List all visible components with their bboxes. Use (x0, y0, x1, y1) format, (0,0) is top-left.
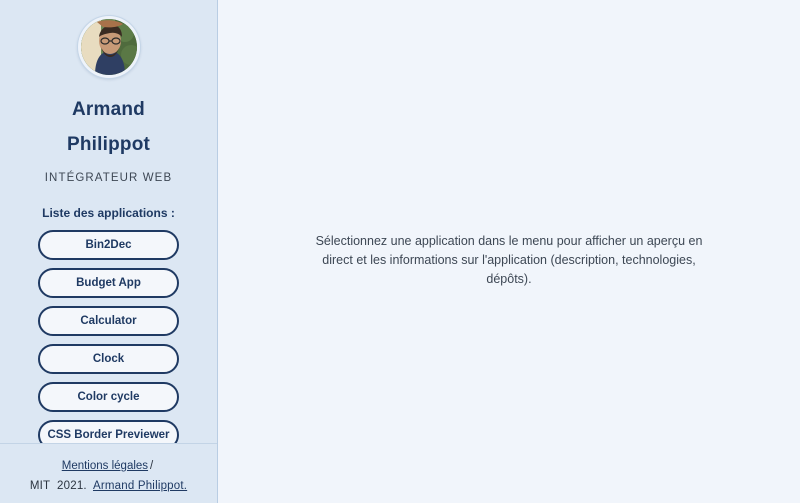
page-title: Armand Philippot (67, 92, 150, 162)
person-name-line1: Armand (72, 99, 145, 120)
person-role: Intégrateur web (44, 172, 173, 184)
app-button-css-border-previewer[interactable]: CSS Border Previewer (38, 420, 179, 443)
person-name-line2: Philippot (66, 134, 151, 155)
list-item: Budget App (0, 268, 217, 298)
sidebar: Armand Philippot Intégrateur web Liste d… (0, 0, 218, 503)
sidebar-scroll-area[interactable]: Armand Philippot Intégrateur web Liste d… (0, 0, 217, 443)
footer-legal-line: Mentions légales / (6, 456, 211, 476)
footer-separator: / (150, 460, 154, 472)
list-item: Color cycle (0, 382, 217, 412)
app-button-budget-app[interactable]: Budget App (38, 268, 179, 298)
footer-license-line: MIT 2021. Armand Philippot. (6, 476, 211, 496)
avatar (77, 16, 140, 78)
app-button-calculator[interactable]: Calculator (38, 306, 179, 336)
main-content: Sélectionnez une application dans le men… (218, 0, 800, 503)
user-photo-avatar-icon (80, 19, 137, 75)
app-list: Bin2Dec Budget App Calculator Clock Colo… (0, 230, 217, 443)
legal-notice-link[interactable]: Mentions légales (61, 460, 149, 472)
list-item: Calculator (0, 306, 217, 336)
app-button-bin2dec[interactable]: Bin2Dec (38, 230, 179, 260)
sidebar-footer: Mentions légales / MIT 2021. Armand Phili… (0, 443, 217, 503)
app-button-color-cycle[interactable]: Color cycle (38, 382, 179, 412)
list-item: Bin2Dec (0, 230, 217, 260)
list-item: CSS Border Previewer (0, 420, 217, 443)
author-link[interactable]: Armand Philippot. (92, 480, 188, 492)
copyright-year: 2021. (57, 480, 87, 492)
app-button-clock[interactable]: Clock (38, 344, 179, 374)
list-item: Clock (0, 344, 217, 374)
main-placeholder-text: Sélectionnez une application dans le men… (315, 234, 703, 286)
license-label: MIT (29, 480, 51, 492)
app-list-heading: Liste des applications : (42, 206, 175, 220)
